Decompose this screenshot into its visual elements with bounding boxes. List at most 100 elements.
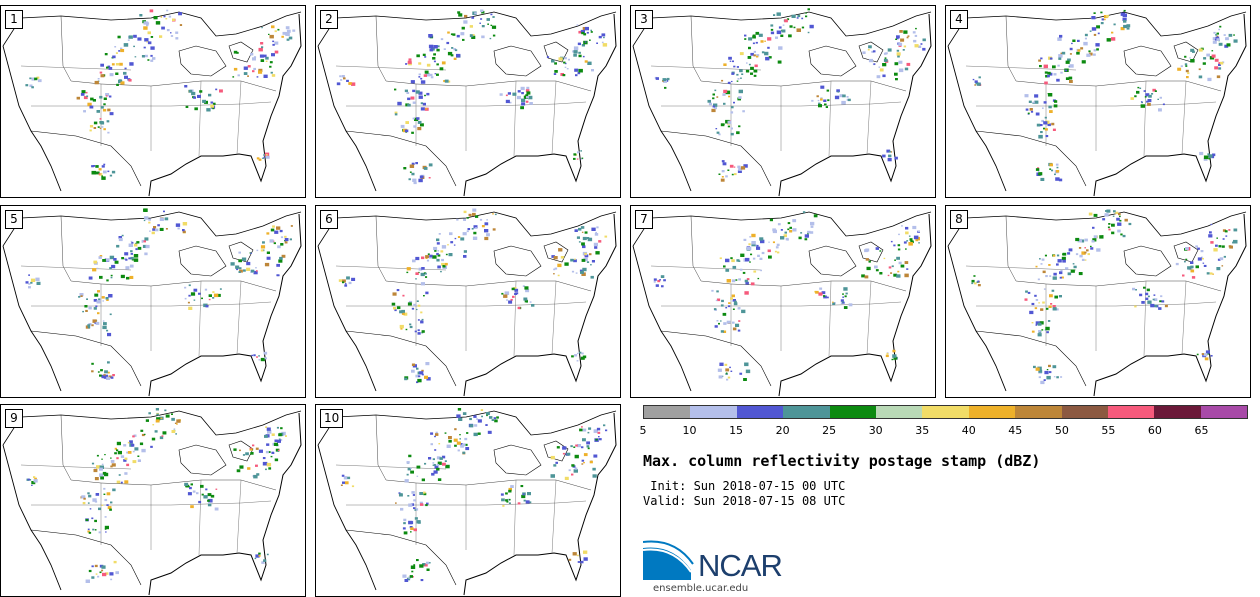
radar-echo xyxy=(760,40,764,43)
radar-echo xyxy=(892,349,896,353)
radar-echo xyxy=(594,246,598,249)
radar-echo xyxy=(1186,76,1189,79)
radar-echo xyxy=(472,208,477,212)
colorbar-tick-label: 50 xyxy=(1054,424,1069,437)
radar-echo xyxy=(399,324,404,329)
radar-echo xyxy=(1037,167,1040,169)
radar-echo xyxy=(189,486,192,490)
radar-echo xyxy=(787,222,791,225)
radar-echo xyxy=(292,29,296,32)
radar-echo xyxy=(466,230,469,233)
radar-echo xyxy=(1037,278,1040,281)
radar-echo xyxy=(583,557,588,561)
radar-echo xyxy=(1211,50,1214,52)
radar-echo xyxy=(913,235,919,240)
radar-echo xyxy=(27,478,30,481)
radar-echo xyxy=(29,84,33,87)
radar-echo xyxy=(141,433,145,437)
radar-echo xyxy=(1115,211,1119,215)
radar-echo xyxy=(914,34,918,37)
radar-echo xyxy=(453,438,458,442)
radar-echo xyxy=(1208,158,1211,160)
radar-echo xyxy=(92,528,95,531)
radar-echo xyxy=(847,98,851,102)
radar-echo xyxy=(91,362,94,365)
radar-echo xyxy=(401,309,405,313)
radar-echo xyxy=(1233,34,1235,36)
radar-echo xyxy=(133,45,135,48)
radar-echo xyxy=(460,444,464,448)
radar-echo xyxy=(402,294,405,297)
radar-echo xyxy=(97,575,100,578)
radar-echo xyxy=(711,289,714,292)
radar-echo xyxy=(1136,90,1140,94)
radar-echo xyxy=(263,156,266,158)
radar-echo xyxy=(124,472,128,475)
radar-echo xyxy=(418,95,423,99)
radar-echo xyxy=(1088,212,1093,216)
radar-echo xyxy=(178,12,182,16)
radar-echo xyxy=(342,481,345,484)
radar-echo xyxy=(97,290,100,293)
radar-echo xyxy=(454,49,458,52)
radar-echo xyxy=(143,219,146,222)
radar-echo xyxy=(255,447,259,450)
radar-echo xyxy=(1038,172,1043,176)
radar-echo xyxy=(1196,353,1199,356)
radar-echo xyxy=(418,62,422,65)
radar-echo xyxy=(906,240,909,242)
radar-echo xyxy=(210,494,215,498)
radar-echo xyxy=(750,72,753,75)
radar-echo xyxy=(208,294,212,297)
radar-echo xyxy=(816,95,819,98)
radar-echo xyxy=(810,221,815,226)
radar-echo xyxy=(739,268,743,271)
radar-echo xyxy=(155,419,160,423)
radar-echo xyxy=(128,79,132,82)
radar-echo xyxy=(764,40,766,42)
radar-echo xyxy=(888,154,892,158)
radar-echo xyxy=(219,288,222,290)
radar-echo xyxy=(1185,258,1188,261)
radar-echo xyxy=(566,68,569,70)
radar-echo xyxy=(1147,300,1152,304)
radar-echo xyxy=(1192,50,1195,53)
radar-echo xyxy=(514,292,517,295)
radar-echo xyxy=(83,96,88,100)
radar-echo xyxy=(1120,27,1125,31)
radar-echo xyxy=(1100,22,1104,25)
radar-echo xyxy=(1118,213,1121,216)
radar-echo xyxy=(412,101,416,104)
radar-echo xyxy=(892,354,897,358)
radar-echo xyxy=(591,260,595,263)
radar-echo xyxy=(820,85,825,89)
radar-echo xyxy=(1144,96,1147,98)
radar-echo xyxy=(434,465,439,469)
radar-echo xyxy=(127,39,130,41)
radar-echo xyxy=(1111,223,1115,227)
radar-echo xyxy=(1203,155,1209,160)
radar-echo xyxy=(411,369,415,373)
radar-echo xyxy=(406,91,410,94)
radar-echo xyxy=(1038,302,1040,304)
radar-echo xyxy=(242,454,245,456)
radar-echo xyxy=(481,225,485,228)
radar-echo xyxy=(1061,256,1066,261)
radar-echo xyxy=(413,564,416,566)
radar-echo xyxy=(821,291,826,295)
radar-echo xyxy=(151,437,156,441)
radar-echo xyxy=(579,351,582,354)
radar-echo xyxy=(508,300,513,304)
radar-echo xyxy=(1190,269,1195,273)
radar-echo xyxy=(110,276,113,279)
radar-echo xyxy=(1053,104,1058,108)
radar-echo xyxy=(408,576,411,579)
radar-echo xyxy=(430,76,434,79)
radar-echo xyxy=(593,454,598,458)
radar-echo xyxy=(711,108,716,113)
radar-echo xyxy=(564,62,567,65)
radar-echo xyxy=(442,265,446,268)
radar-echo xyxy=(590,264,592,266)
radar-echo xyxy=(725,119,730,124)
radar-echo xyxy=(269,65,272,68)
